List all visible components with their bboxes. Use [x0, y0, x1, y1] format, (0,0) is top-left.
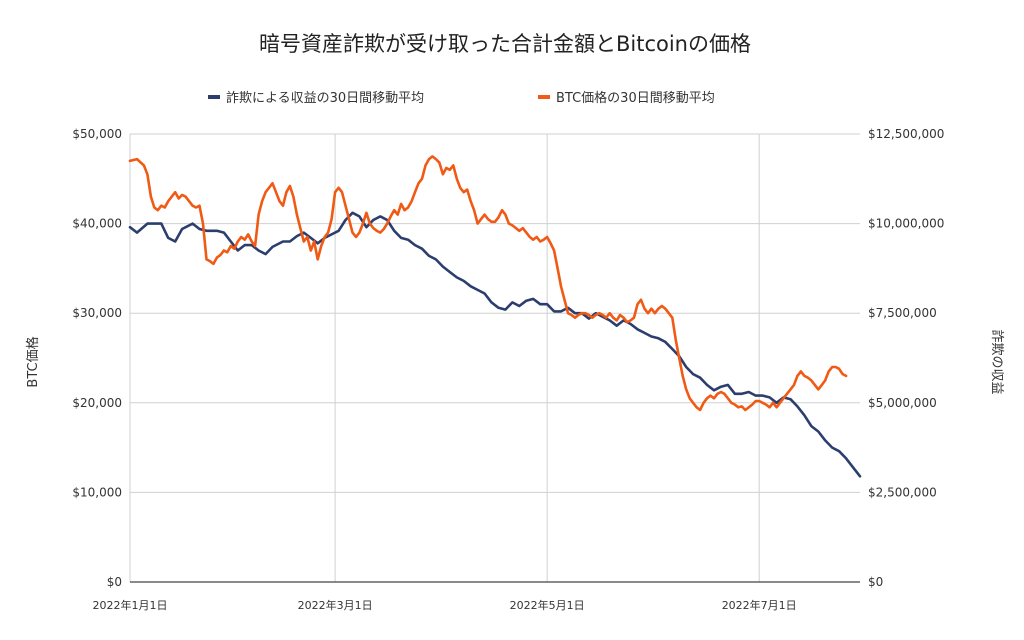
y-right-tick-label: $2,500,000 — [868, 485, 937, 499]
y-left-tick-label: $40,000 — [72, 217, 122, 231]
grid-layer — [129, 133, 860, 582]
y-left-axis-title: BTC価格 — [25, 336, 41, 387]
chart-title: 暗号資産詐欺が受け取った合計金額とBitcoinの価格 — [259, 32, 751, 56]
series-line-fraud-revenue — [128, 211, 862, 478]
tick-layer: $0 $0 $10,000 $2,500,000 $20,000 $5,000,000 $3… — [72, 127, 944, 612]
x-tick-label: 2022年7月1日 — [722, 598, 797, 612]
legend-swatch-fraud — [208, 95, 220, 99]
series-layer — [128, 155, 862, 478]
y-right-tick-label: $12,500,000 — [868, 127, 944, 141]
y-left-tick-label: $20,000 — [72, 396, 122, 410]
y-right-tick-label: $10,000,000 — [868, 217, 944, 231]
y-right-axis-title: 詐欺の収益 — [989, 329, 1005, 394]
legend-label-btc: BTC価格の30日間移動平均 — [556, 90, 715, 106]
legend-swatch-btc — [538, 95, 550, 99]
x-tick-label: 2022年5月1日 — [510, 598, 585, 612]
y-left-tick-label: $50,000 — [72, 127, 122, 141]
series-line-btc-price — [128, 155, 848, 412]
y-right-tick-label: $7,500,000 — [868, 306, 937, 320]
y-left-tick-label: $30,000 — [72, 306, 122, 320]
y-right-tick-label: $5,000,000 — [868, 396, 937, 410]
legend-label-fraud: 詐欺による収益の30日間移動平均 — [226, 90, 424, 106]
x-tick-label: 2022年3月1日 — [298, 598, 373, 612]
y-left-tick-label: $0 — [107, 575, 122, 589]
legend: 詐欺による収益の30日間移動平均 BTC価格の30日間移動平均 — [208, 90, 715, 106]
y-left-tick-label: $10,000 — [72, 485, 122, 499]
x-tick-label: 2022年1月1日 — [93, 598, 168, 612]
y-right-tick-label: $0 — [868, 575, 883, 589]
